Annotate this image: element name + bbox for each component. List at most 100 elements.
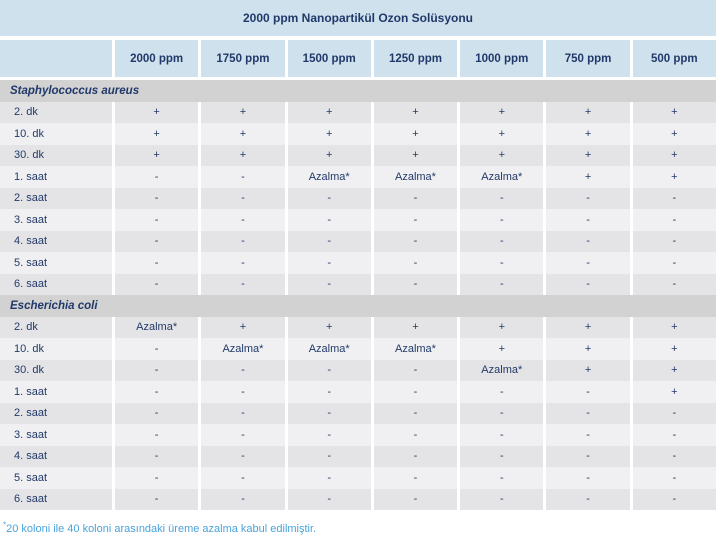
result-cell: - <box>115 338 199 360</box>
result-cell: Azalma* <box>373 338 458 360</box>
result-cell: - <box>546 424 630 446</box>
result-cell: - <box>287 381 371 403</box>
result-cell: - <box>373 424 458 446</box>
result-cell: + <box>373 316 458 338</box>
table-row: 3. saat - - - - - - - <box>0 209 716 231</box>
result-cell: - <box>460 252 544 274</box>
result-cell: + <box>546 144 630 166</box>
result-cell: - <box>460 230 544 252</box>
result-cell: - <box>287 402 371 424</box>
result-cell: Azalma* <box>115 316 199 338</box>
row-label: 3. saat <box>0 209 112 231</box>
result-cell: Azalma* <box>460 166 544 188</box>
result-cell: - <box>373 273 458 295</box>
result-cell: + <box>201 101 285 123</box>
result-cell: - <box>546 445 630 467</box>
footnote-asterisk: * <box>3 520 7 530</box>
result-cell: + <box>460 144 544 166</box>
result-cell: - <box>287 359 371 381</box>
result-cell: + <box>546 166 630 188</box>
result-cell: Azalma* <box>287 338 371 360</box>
result-cell: - <box>115 488 199 510</box>
result-cell: + <box>287 123 371 145</box>
result-cell: - <box>460 424 544 446</box>
result-cell: - <box>287 252 371 274</box>
table-row: 2. dk Azalma* + + + + + + <box>0 316 716 338</box>
result-cell: + <box>460 316 544 338</box>
result-cell: - <box>287 209 371 231</box>
result-cell: + <box>115 123 199 145</box>
result-cell: - <box>115 273 199 295</box>
result-cell: - <box>373 359 458 381</box>
result-cell: - <box>287 445 371 467</box>
row-label: 2. saat <box>0 187 112 209</box>
result-cell: - <box>546 230 630 252</box>
result-cell: - <box>460 273 544 295</box>
result-cell: - <box>546 402 630 424</box>
result-cell: - <box>632 424 716 446</box>
result-cell: + <box>287 316 371 338</box>
table-row: 1. saat - - - - - - + <box>0 381 716 403</box>
column-header-750-ppm: 750 ppm <box>546 40 630 77</box>
result-cell: Azalma* <box>287 166 371 188</box>
result-cell: - <box>201 273 285 295</box>
result-cell: - <box>460 209 544 231</box>
result-cell: - <box>201 467 285 489</box>
table-row: 4. saat - - - - - - - <box>0 445 716 467</box>
result-cell: - <box>201 381 285 403</box>
result-cell: + <box>460 338 544 360</box>
result-cell: + <box>632 123 716 145</box>
result-cell: + <box>460 101 544 123</box>
result-cell: - <box>373 209 458 231</box>
result-cell: - <box>373 252 458 274</box>
result-cell: - <box>373 187 458 209</box>
row-label: 30. dk <box>0 359 112 381</box>
result-cell: - <box>632 230 716 252</box>
result-cell: - <box>373 230 458 252</box>
result-cell: - <box>632 445 716 467</box>
result-cell: - <box>460 402 544 424</box>
result-cell: - <box>373 445 458 467</box>
result-cell: - <box>287 273 371 295</box>
table-row: 2. saat - - - - - - - <box>0 187 716 209</box>
result-cell: - <box>201 209 285 231</box>
result-cell: - <box>546 273 630 295</box>
result-cell: + <box>632 144 716 166</box>
row-label: 10. dk <box>0 338 112 360</box>
result-cell: + <box>546 316 630 338</box>
result-cell: + <box>546 123 630 145</box>
table-row: 10. dk + + + + + + + <box>0 123 716 145</box>
result-cell: - <box>115 381 199 403</box>
table-row: 6. saat - - - - - - - <box>0 488 716 510</box>
result-cell: - <box>632 402 716 424</box>
result-cell: + <box>373 123 458 145</box>
result-cell: - <box>201 359 285 381</box>
section-header: Staphylococcus aureus <box>0 80 716 102</box>
section-header: Escherichia coli <box>0 295 716 317</box>
result-cell: - <box>287 488 371 510</box>
table-row: 3. saat - - - - - - - <box>0 424 716 446</box>
result-cell: + <box>201 123 285 145</box>
result-cell: - <box>201 424 285 446</box>
result-cell: - <box>115 467 199 489</box>
result-cell: - <box>632 467 716 489</box>
result-cell: - <box>287 424 371 446</box>
result-cell: + <box>632 338 716 360</box>
result-cell: - <box>373 467 458 489</box>
table-body: Staphylococcus aureus 2. dk + + + + + + +10. dk +… <box>0 80 716 510</box>
table-row: 10. dk - Azalma* Azalma* Azalma* + + + <box>0 338 716 360</box>
result-cell: - <box>460 467 544 489</box>
table-row: 6. saat - - - - - - - <box>0 273 716 295</box>
result-cell: - <box>546 467 630 489</box>
result-cell: - <box>115 252 199 274</box>
result-cell: - <box>115 359 199 381</box>
result-cell: - <box>115 402 199 424</box>
table-row: 5. saat - - - - - - - <box>0 467 716 489</box>
row-label: 2. dk <box>0 316 112 338</box>
result-cell: + <box>546 101 630 123</box>
result-cell: - <box>115 166 199 188</box>
result-cell: - <box>201 488 285 510</box>
result-cell: + <box>201 316 285 338</box>
corner-cell <box>0 40 112 77</box>
